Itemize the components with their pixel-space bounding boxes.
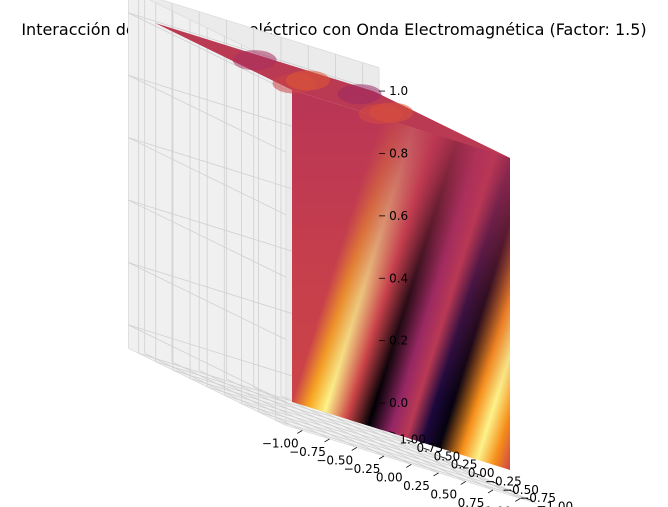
y-tick-mark: [440, 456, 447, 460]
front-face-fade: [292, 90, 510, 470]
grid-line-y: [172, 369, 424, 449]
y-tick-label: −0.75: [519, 491, 556, 505]
grid-line-y: [258, 411, 510, 491]
y-tick-mark: [509, 489, 516, 493]
y-tick-label: −0.25: [485, 474, 522, 488]
top-face-blob: [337, 84, 382, 105]
y-tick-label: −1.00: [536, 500, 573, 507]
x-tick-label: 0.50: [430, 487, 457, 501]
grid-line-y: [241, 403, 493, 483]
x-tick-mark: [351, 447, 357, 451]
grid-line-y: [224, 394, 476, 474]
x-tick-label: −0.25: [344, 462, 381, 476]
top-face-blob: [285, 70, 330, 91]
x-tick-mark: [515, 498, 521, 502]
y-tick-label: 0.75: [416, 441, 443, 455]
grid-line-z: [128, 199, 287, 278]
top-face-blob: [232, 50, 277, 71]
y-tick-label: 0.50: [434, 449, 461, 463]
y-tick-mark: [491, 481, 499, 485]
grid-line-z: [128, 74, 287, 153]
y-tick-mark: [474, 472, 482, 476]
z-tick-label: 0.2: [389, 334, 408, 348]
y-tick-label: 0.00: [468, 466, 495, 480]
grid-line-z: [128, 12, 287, 91]
x-tick-label: 0.75: [458, 496, 485, 507]
grid-line-z: [128, 262, 287, 340]
x-tick-label: 1.00: [485, 504, 512, 507]
y-tick-label: −0.50: [502, 483, 539, 497]
y-tick-label: 1.00: [399, 433, 426, 447]
x-tick-mark: [433, 472, 439, 477]
x-tick-label: −0.50: [316, 453, 353, 467]
axis-ticks: −1.00−0.75−0.50−0.250.000.250.500.751.00…: [262, 84, 573, 507]
x-tick-mark: [487, 489, 494, 494]
x-tick-label: −0.75: [289, 445, 326, 459]
data-cube: [155, 23, 510, 470]
grid-line-y: [189, 378, 441, 458]
x-tick-mark: [460, 481, 466, 485]
grid-line-z: [128, 137, 287, 216]
top-face-pattern: [232, 50, 414, 124]
x-tick-mark: [378, 455, 385, 460]
z-tick-label: 0.8: [389, 146, 408, 160]
z-tick-label: 0.6: [389, 209, 408, 223]
y-tick-label: 0.25: [451, 458, 478, 472]
z-tick-label: 0.0: [389, 396, 408, 410]
x-tick-mark: [324, 438, 330, 443]
x-tick-mark: [297, 430, 303, 434]
grid-line-y: [155, 361, 407, 441]
x-tick-label: 0.00: [376, 470, 403, 484]
y-tick-mark: [526, 498, 533, 501]
grid-line-z: [128, 324, 287, 403]
y-tick-mark: [389, 431, 396, 434]
x-tick-label: 0.25: [403, 479, 430, 493]
z-tick-label: 0.4: [389, 271, 408, 285]
y-tick-mark: [457, 464, 464, 468]
x-tick-mark: [406, 464, 412, 468]
y-tick-mark: [423, 447, 430, 451]
grid-line-y: [207, 386, 458, 466]
z-tick-label: 1.0: [389, 84, 408, 98]
x-tick-label: −1.00: [262, 436, 299, 450]
y-tick-mark: [406, 439, 413, 443]
top-face-blob: [358, 103, 403, 124]
grid-line-y: [275, 419, 527, 499]
